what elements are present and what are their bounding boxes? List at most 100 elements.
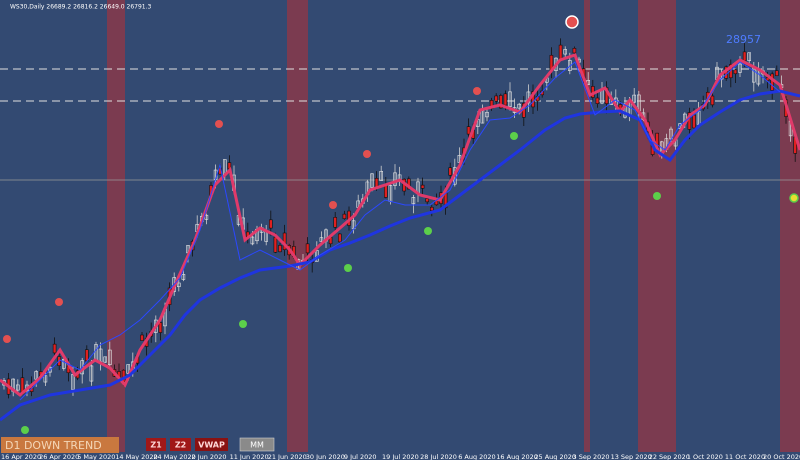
buy-signal <box>789 193 799 203</box>
buy-signal <box>21 426 29 434</box>
candle-body <box>572 48 577 54</box>
candle-body <box>774 70 779 77</box>
date-label: 9 Jul 2020 <box>344 453 377 460</box>
sell-signal <box>565 15 579 29</box>
fast-ma <box>0 53 800 397</box>
date-label: 3 Sep 2020 <box>573 453 610 460</box>
candle-body <box>140 334 144 341</box>
candle-body <box>48 366 52 373</box>
candle-body <box>738 63 742 73</box>
date-label: 25 Aug 2020 <box>534 453 576 460</box>
candle-body <box>158 322 163 333</box>
candle-body <box>411 197 416 205</box>
sell-signal <box>55 298 63 306</box>
button[interactable] <box>146 438 166 451</box>
trend-box <box>1 437 119 453</box>
button[interactable] <box>170 438 191 451</box>
candle-body <box>429 206 434 211</box>
candle-body <box>710 95 715 106</box>
sell-signal <box>329 201 337 209</box>
button-label[interactable]: MM <box>250 441 264 450</box>
button[interactable] <box>239 437 275 452</box>
button-label[interactable]: Z1 <box>150 441 162 450</box>
button-label[interactable]: VWAP <box>198 441 225 450</box>
date-label: 21 Jun 2020 <box>268 453 307 460</box>
candle-body <box>333 217 338 228</box>
candle-body <box>733 69 738 75</box>
candle-body <box>177 282 181 288</box>
candle-body <box>52 343 57 354</box>
signal-dots <box>3 15 799 434</box>
candle-body <box>425 198 430 203</box>
price-label: 28957 <box>726 33 761 46</box>
date-label: 16 Apr 2020 <box>1 453 41 460</box>
sell-signal <box>215 120 223 128</box>
candle-body <box>337 233 342 243</box>
candle-body <box>595 97 600 104</box>
sell-signal <box>473 87 481 95</box>
candle-body <box>305 243 310 254</box>
candle-body <box>770 73 775 91</box>
date-label: 19 Jul 2020 <box>382 453 419 460</box>
candle-body <box>563 49 568 55</box>
candle-body <box>268 219 273 229</box>
candle-body <box>765 77 770 82</box>
candle-body <box>108 349 112 365</box>
candle-body <box>517 103 522 109</box>
symbol-info: WS30,Daily 26689.2 26816.2 26649.0 26791… <box>10 4 152 11</box>
buy-signal <box>239 320 247 328</box>
date-label: 1 Oct 2020 <box>687 453 723 460</box>
date-label: 11 Jun 2020 <box>230 453 269 460</box>
candle-body <box>103 356 107 363</box>
candle-body <box>669 128 673 140</box>
candle-body <box>85 349 89 362</box>
buy-signal <box>344 264 352 272</box>
sell-signal <box>3 335 11 343</box>
date-label: 13 Sep 2020 <box>611 453 652 460</box>
date-label: 28 Jul 2020 <box>420 453 457 460</box>
candle-body <box>508 91 512 107</box>
candle-body <box>485 111 489 118</box>
date-label: 26 Apr 2020 <box>39 453 79 460</box>
trend-label: D1 DOWN TREND <box>5 439 102 452</box>
candle-body <box>448 167 453 176</box>
candle-body <box>15 384 20 391</box>
candle-body <box>89 365 94 382</box>
candle-body <box>273 236 278 253</box>
date-label: 11 Oct 2020 <box>725 453 765 460</box>
candle-body <box>370 173 374 188</box>
candle-body <box>494 95 499 102</box>
date-label: 16 Aug 2020 <box>496 453 538 460</box>
candle-body <box>558 44 563 60</box>
button-label[interactable]: Z2 <box>175 441 186 450</box>
candle-body <box>126 364 130 374</box>
candle-body <box>43 375 48 383</box>
candle-body <box>498 95 503 109</box>
candle-body <box>393 172 397 186</box>
candle-body <box>466 126 471 135</box>
date-label: 5 May 2020 <box>77 453 115 460</box>
date-label: 30 Jun 2020 <box>306 453 345 460</box>
date-label: 2 Jun 2020 <box>192 453 227 460</box>
date-label: 24 May 2020 <box>153 453 195 460</box>
date-label: 20 Oct 2020 <box>763 453 800 460</box>
band <box>780 0 800 452</box>
button[interactable] <box>195 438 228 451</box>
slow-ma <box>0 89 800 422</box>
slow-ma-inner <box>19 61 781 401</box>
candle-body <box>503 93 508 106</box>
candle-body <box>342 213 347 220</box>
date-label: 14 May 2020 <box>115 453 157 460</box>
buy-signal <box>424 227 432 235</box>
candle-body <box>531 91 535 108</box>
buy-signal <box>653 192 661 200</box>
candle-body <box>420 184 425 189</box>
candle-body <box>747 52 752 61</box>
candle-body <box>181 274 186 280</box>
band <box>638 0 676 452</box>
candle-body <box>379 171 384 181</box>
buy-signal <box>510 132 518 140</box>
candle-body <box>692 114 696 129</box>
band <box>287 0 308 452</box>
